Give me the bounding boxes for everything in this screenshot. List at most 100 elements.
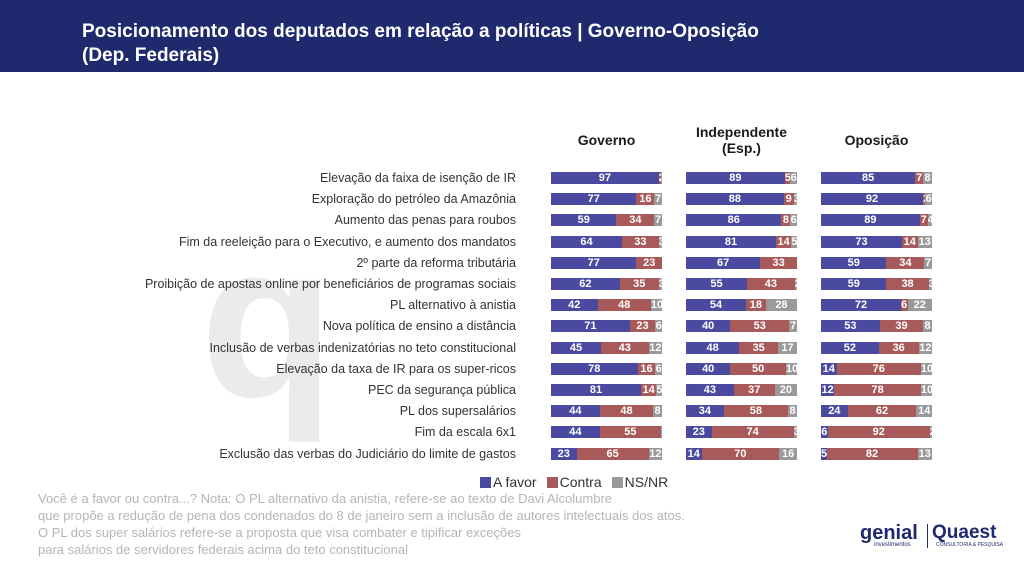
bar-segment-a-favor: 77 <box>551 193 637 206</box>
bar-segment-a-favor: 92 <box>821 193 924 206</box>
bar-segment-contra: 55 <box>599 426 661 439</box>
brand-logos: genial investimentos Quaest CONSULTORIA … <box>860 522 1010 552</box>
bar-segment-contra: 18 <box>745 299 766 312</box>
bar-segment-a-favor: 89 <box>686 172 785 184</box>
bar-segment-ns-nr: 6 <box>925 193 932 206</box>
legend-item-contra: Contra <box>546 474 602 490</box>
bar-segment-a-favor: 86 <box>686 214 782 227</box>
legend-swatch-a-favor <box>480 476 491 488</box>
bar-segment-ns-nr: 6 <box>790 214 797 227</box>
bar-segment-a-favor: 85 <box>821 172 916 184</box>
bar-segment-ns-nr: 2 <box>929 426 932 439</box>
bar-segment-a-favor: 81 <box>551 384 641 396</box>
group-title-0-line-0: Governo <box>577 132 636 148</box>
legend-label-contra: Contra <box>559 474 602 490</box>
bar-segment-a-favor: 54 <box>686 299 746 312</box>
quaest-logo: Quaest <box>932 522 997 543</box>
bar-segment-contra: 43 <box>600 341 649 354</box>
group-title-1-line-0: Independente <box>695 124 787 140</box>
bar-segment-ns-nr: 20 <box>774 384 797 396</box>
bar-segment-a-favor: 5 <box>821 447 827 460</box>
bar-segment-ns-nr: 6 <box>655 320 662 333</box>
category-label: Exclusão das verbas do Judiciário do lim… <box>219 446 516 461</box>
legend-item-ns-nr: NS/NR <box>611 474 668 490</box>
bar-segment-contra: 82 <box>826 447 918 460</box>
bar-segment-contra: 14 <box>902 235 918 248</box>
category-label: PL alternativo à anistia <box>389 298 516 313</box>
bar-segment-a-favor: 59 <box>821 256 887 269</box>
legend-swatch-ns-nr <box>611 476 623 488</box>
bar-segment-ns-nr: 16 <box>779 447 797 460</box>
bar-segment-contra: 9 <box>783 193 794 206</box>
group-title-1-line-1: (Esp.) <box>722 140 761 156</box>
legend-item-a-favor: A favor <box>480 474 537 490</box>
bar-segment-a-favor: 53 <box>821 320 880 333</box>
bar-segment-contra: 76 <box>836 362 921 375</box>
bar-segment-a-favor: 62 <box>551 278 620 290</box>
bar-segment-ns-nr: 12 <box>648 341 662 354</box>
bar-segment-contra: 48 <box>597 299 651 312</box>
bar-segment-a-favor: 14 <box>686 447 702 460</box>
bar-segment-contra: 62 <box>847 405 917 418</box>
bar-segment-contra: 53 <box>730 320 790 333</box>
category-label: Nova política de ensino a distância <box>322 319 516 334</box>
bar-segment-a-favor: 89 <box>821 214 920 227</box>
bar-segment-ns-nr: 4 <box>927 214 932 227</box>
bar-segment-a-favor: 71 <box>551 320 630 333</box>
bar-segment-ns-nr: 2 <box>794 278 797 290</box>
bar-segment-contra: 43 <box>747 278 795 290</box>
genial-logo-subtitle: investimentos <box>874 542 911 548</box>
bar-segment-a-favor: 48 <box>686 341 740 354</box>
category-label: 2º parte da reforma tributária <box>356 255 516 270</box>
bar-segment-ns-nr: 5 <box>656 384 662 396</box>
footnote-line-1: Você é a favor ou contra...? Nota: O PL … <box>38 491 612 506</box>
bar-segment-contra: 35 <box>739 341 779 354</box>
bar-segment-a-favor: 64 <box>551 235 623 248</box>
bar-segment-ns-nr: 7 <box>789 320 797 333</box>
legend: A favor Contra NS/NR <box>480 474 668 490</box>
bar-segment-contra: 23 <box>636 256 662 269</box>
bar-segment-a-favor: 14 <box>821 362 837 375</box>
bar-segment-contra: 8 <box>781 214 791 227</box>
bar-segment-a-favor: 44 <box>551 405 600 418</box>
bar-segment-contra: 34 <box>616 214 655 227</box>
bar-segment-a-favor: 40 <box>686 362 731 375</box>
bar-segment-contra: 38 <box>886 278 929 290</box>
bar-segment-ns-nr: 7 <box>924 256 932 269</box>
group-title-2: Oposição <box>811 132 942 148</box>
bar-segment-ns-nr: 3 <box>928 278 932 290</box>
bar-segment-contra: 34 <box>886 256 925 269</box>
bar-segment-ns-nr: 3 <box>793 193 797 206</box>
bar-segment-a-favor: 97 <box>551 172 659 184</box>
bar-segment-contra: 16 <box>636 193 655 206</box>
bar-segment-contra: 92 <box>827 426 930 439</box>
bar-segment-ns-nr: 1 <box>660 172 662 184</box>
title-line-1: Posicionamento dos deputados em relação … <box>82 21 759 42</box>
quaest-logo-subtitle: CONSULTORIA & PESQUISA <box>936 542 1004 548</box>
bar-segment-ns-nr: 12 <box>648 447 662 460</box>
footnote-line-4: para salários de servidores federais aci… <box>38 542 408 557</box>
bar-segment-ns-nr: 22 <box>907 299 932 312</box>
bar-segment-contra: 48 <box>599 405 654 418</box>
bar-segment-contra: 50 <box>730 362 786 375</box>
category-label: PEC da segurança pública <box>367 383 516 397</box>
bar-segment-contra: 33 <box>760 256 797 269</box>
category-label: Exploração do petróleo da Amazônia <box>311 192 516 207</box>
bar-segment-a-favor: 24 <box>821 405 848 418</box>
bar-segment-contra: 14 <box>640 384 657 396</box>
bar-segment-a-favor: 59 <box>821 278 887 290</box>
bar-segment-contra: 74 <box>711 426 794 439</box>
bar-segment-contra: 35 <box>619 278 659 290</box>
bar-segment-a-favor: 34 <box>686 405 724 418</box>
bar-segment-a-favor: 88 <box>686 193 784 206</box>
footnote-line-3: O PL dos super salários refere-se a prop… <box>38 525 521 540</box>
bar-segment-contra: 7 <box>919 214 928 227</box>
footnote-line-2: que propõe a redução de pena dos condena… <box>38 508 685 523</box>
bar-segment-ns-nr: 14 <box>916 405 932 418</box>
bar-segment-a-favor: 77 <box>551 256 637 269</box>
bar-segment-contra: 39 <box>879 320 924 333</box>
bar-segment-ns-nr: 13 <box>917 235 932 248</box>
bar-segment-ns-nr: 17 <box>778 341 797 354</box>
bar-segment-contra: 7 <box>915 172 924 184</box>
category-label: Inclusão de verbas indenizatórias no tet… <box>209 340 516 355</box>
